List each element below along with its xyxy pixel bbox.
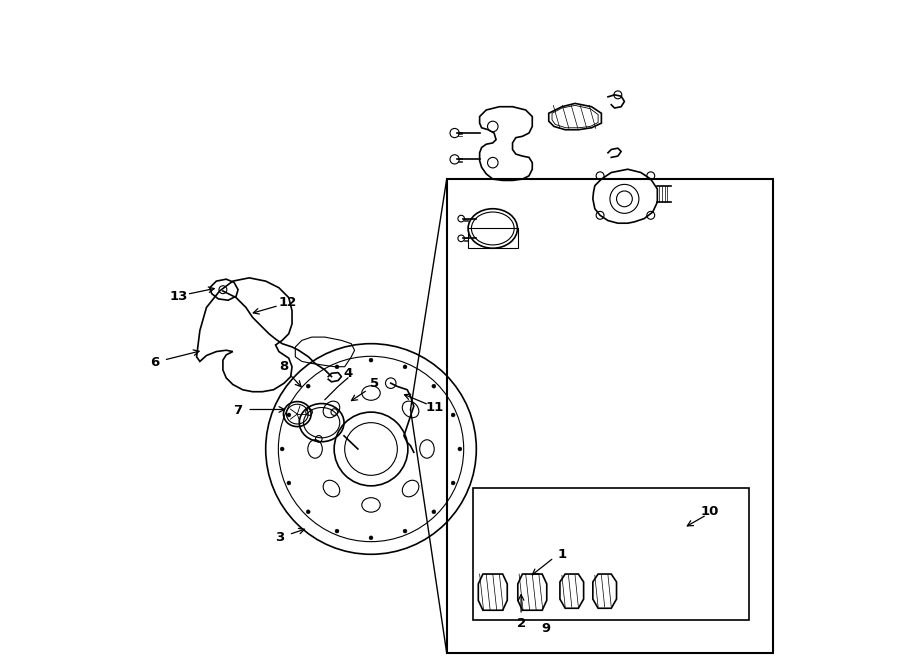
Circle shape — [287, 481, 291, 485]
Text: 5: 5 — [370, 377, 379, 389]
Text: 4: 4 — [344, 367, 353, 380]
Circle shape — [369, 536, 373, 540]
Circle shape — [458, 447, 462, 451]
Bar — [468, 229, 518, 249]
Text: 8: 8 — [280, 360, 289, 373]
Circle shape — [335, 529, 339, 533]
Circle shape — [403, 365, 407, 369]
Circle shape — [280, 447, 284, 451]
Circle shape — [335, 365, 339, 369]
Text: 13: 13 — [169, 290, 188, 303]
Circle shape — [403, 529, 407, 533]
Text: 11: 11 — [425, 401, 444, 414]
Circle shape — [369, 358, 373, 362]
Circle shape — [451, 481, 455, 485]
Text: 12: 12 — [278, 296, 296, 309]
Circle shape — [306, 384, 310, 388]
Text: 10: 10 — [701, 505, 719, 518]
Bar — [446, 179, 772, 653]
Text: 1: 1 — [557, 548, 566, 561]
Circle shape — [432, 510, 436, 514]
Circle shape — [306, 510, 310, 514]
Text: 2: 2 — [517, 617, 526, 630]
Text: 9: 9 — [541, 621, 550, 635]
Circle shape — [451, 413, 455, 417]
Text: 6: 6 — [150, 356, 159, 369]
Circle shape — [287, 413, 291, 417]
Text: 3: 3 — [275, 531, 284, 545]
Text: 7: 7 — [233, 405, 243, 417]
Circle shape — [432, 384, 436, 388]
Bar — [473, 488, 750, 620]
